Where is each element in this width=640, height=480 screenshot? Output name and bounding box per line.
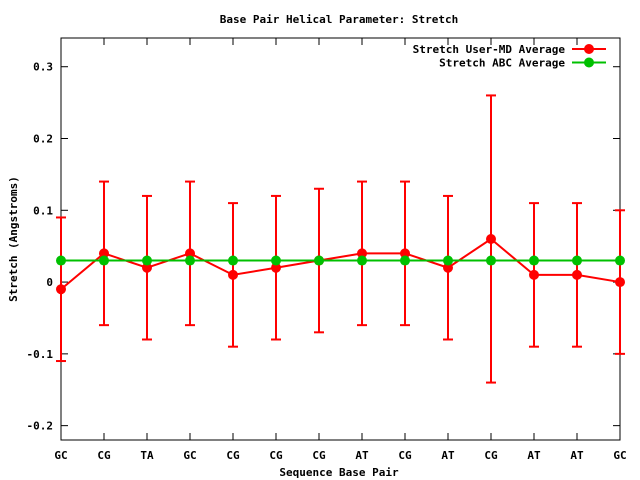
x-tick-label: CG (484, 449, 498, 462)
data-point (271, 255, 281, 266)
data-point (615, 255, 625, 266)
y-axis: -0.2 -0.1 0 0.1 0.2 0.3 (27, 61, 620, 433)
x-tick-label: TA (140, 449, 154, 462)
data-point (228, 269, 238, 280)
x-tick-label: GC (54, 449, 67, 462)
x-tick-label: CG (97, 449, 111, 462)
series-line (60, 237, 621, 291)
data-point (142, 262, 152, 273)
data-point (56, 284, 66, 295)
series-1 (56, 94, 625, 384)
y-tick-label: -0.1 (27, 348, 54, 361)
data-point (185, 248, 195, 259)
x-axis-label: Sequence Base Pair (279, 466, 399, 479)
data-point (400, 248, 410, 259)
legend-swatch-marker (584, 44, 594, 54)
data-point (228, 255, 238, 266)
data-point (400, 255, 410, 266)
x-tick-label: CG (312, 449, 326, 462)
x-tick-label: AT (355, 449, 369, 462)
x-tick-label: AT (527, 449, 541, 462)
plot-frame (60, 37, 621, 441)
data-point (572, 269, 582, 280)
x-tick-label: CG (269, 449, 283, 462)
y-axis-label: Stretch (Angstroms) (7, 176, 20, 302)
x-tick-label: AT (441, 449, 455, 462)
series-layer (56, 94, 625, 384)
data-point (443, 255, 453, 266)
data-point (572, 255, 582, 266)
data-point (357, 255, 367, 266)
x-tick-label: GC (613, 449, 626, 462)
data-point (529, 255, 539, 266)
data-point (185, 255, 195, 266)
chart-title: Base Pair Helical Parameter: Stretch (220, 13, 458, 26)
data-point (142, 255, 152, 266)
data-point (56, 255, 66, 266)
data-point (99, 255, 109, 266)
data-point (443, 262, 453, 273)
x-tick-label: GC (183, 449, 196, 462)
legend-label: Stretch ABC Average (439, 57, 565, 70)
x-tick-label: AT (570, 449, 584, 462)
data-point (486, 255, 496, 266)
x-tick-label: CG (398, 449, 412, 462)
x-axis: GC CG TA GC CG CG CG AT CG AT CG AT AT GC (54, 38, 627, 462)
data-point (357, 248, 367, 259)
legend-swatch-marker (584, 57, 594, 68)
data-point (486, 234, 496, 244)
series-2 (56, 255, 625, 266)
y-tick-label: 0 (46, 276, 53, 289)
legend-label: Stretch User-MD Average (413, 43, 566, 56)
y-tick-label: 0.3 (33, 61, 53, 74)
data-point (314, 255, 324, 266)
data-point (99, 248, 109, 259)
x-tick-label: CG (226, 449, 240, 462)
data-point (271, 262, 281, 273)
y-tick-label: 0.2 (33, 133, 53, 146)
y-tick-label: -0.2 (27, 420, 54, 433)
data-point (615, 277, 625, 288)
y-tick-label: 0.1 (33, 204, 53, 217)
data-point (529, 269, 539, 280)
